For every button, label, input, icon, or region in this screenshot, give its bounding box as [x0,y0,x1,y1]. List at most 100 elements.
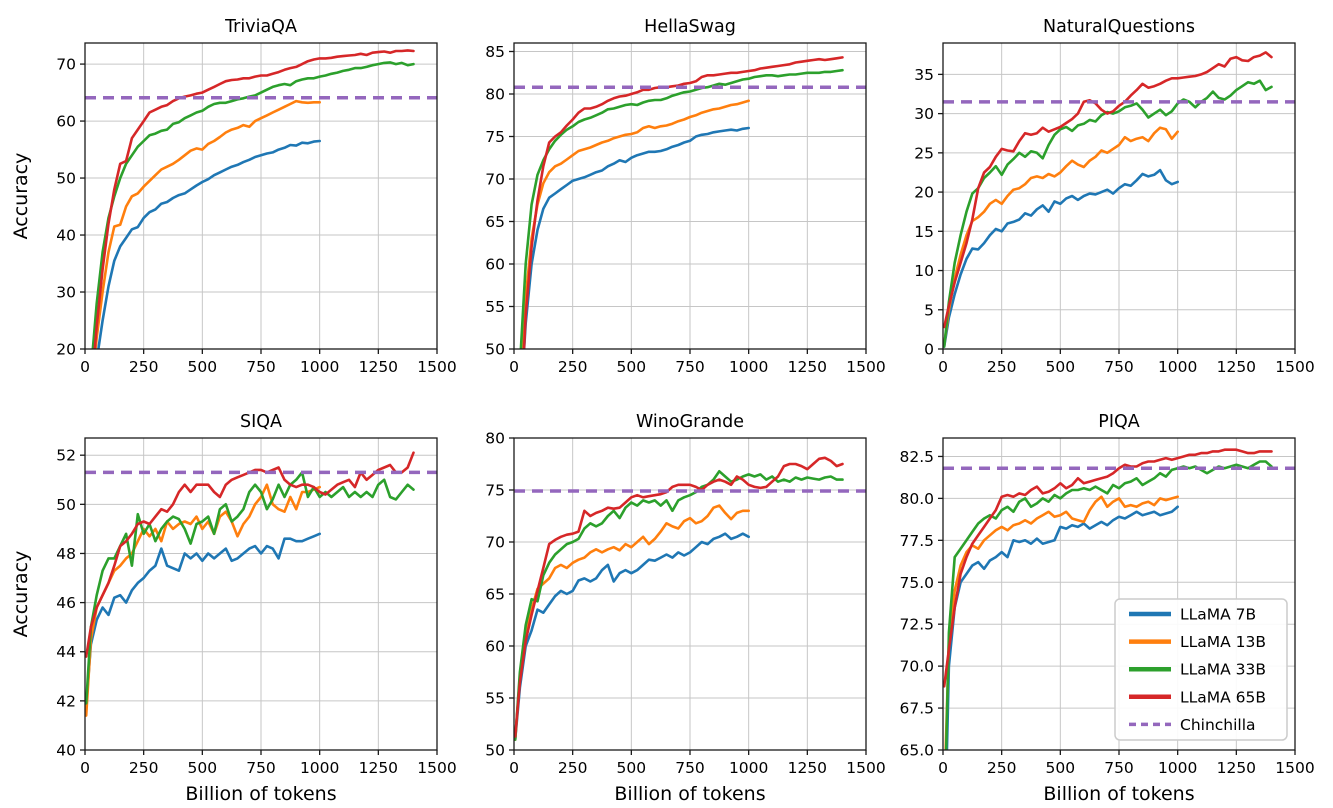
x-tick-label: 1500 [417,358,456,376]
x-tick-label: 1250 [359,358,398,376]
y-tick-label: 60 [56,113,76,131]
y-tick-label: 10 [914,262,934,280]
ticks [938,455,1296,755]
series-line-llama-33b [85,471,415,705]
y-axis-label: Accuracy [10,153,32,240]
y-tick-label: 20 [56,341,76,359]
series-line-llama-7b [945,505,1179,750]
x-tick-label: 500 [617,759,647,777]
panel-title: WinoGrande [636,412,744,432]
x-tick-label: 0 [80,358,90,376]
x-tick-label: 1250 [788,759,827,777]
ticks [80,454,438,755]
series-line-llama-33b [514,470,844,741]
y-tick-label: 40 [56,742,76,760]
x-tick-label: 500 [1046,358,1076,376]
legend-label-llama-13b: LLaMA 13B [1180,633,1266,651]
grid [84,438,438,751]
x-tick-label: 1250 [1217,759,1256,777]
series-line-llama-33b [943,79,1273,348]
y-tick-label: 72.5 [899,616,934,634]
y-tick-label: 67.5 [899,700,934,718]
panel-title: NaturalQuestions [1043,17,1195,37]
grid [942,43,1296,350]
series-line-llama-65b [93,49,415,349]
series-line-llama-13b [944,495,1179,750]
ticks [509,50,867,354]
x-tick-label: 500 [188,759,218,777]
x-tick-label: 250 [129,358,159,376]
series-line-llama-7b [85,532,321,708]
x-axis-label: Billion of tokens [1043,783,1194,805]
series-line-llama-7b [522,126,750,349]
x-tick-label: 1000 [300,358,339,376]
x-tick-label: 250 [558,358,588,376]
y-tick-label: 50 [485,742,505,760]
panel-hellaswag: 0 250 500 750 1000 1250 1500 50 55 60 65 70 75 80 85 He… [485,17,885,376]
series-line-llama-65b [85,451,415,658]
ticks [938,73,1296,354]
legend-frame [1114,598,1288,741]
y-tick-label: 55 [485,690,505,708]
x-tick-label: 1000 [1158,759,1197,777]
x-tick-label: 750 [675,759,705,777]
series-line-llama-65b [943,448,1273,688]
panel-title: HellaSwag [644,17,736,37]
y-tick-label: 75.0 [899,574,934,592]
series-line-llama-7b [514,532,750,741]
x-tick-label: 1000 [729,358,768,376]
y-tick-label: 44 [56,643,76,661]
x-tick-label: 1500 [1275,759,1314,777]
x-tick-label: 1250 [1217,358,1256,376]
series-line-llama-13b [85,483,321,717]
series-line-llama-65b [943,51,1273,329]
ticks [509,437,867,755]
y-tick-label: 80 [485,430,505,448]
series-line-llama-13b [94,99,321,349]
y-tick-label: 42 [56,692,76,710]
legend-label-llama-7b: LLaMA 7B [1180,606,1256,624]
y-tick-label: 55 [485,298,505,316]
x-tick-label: 750 [1104,358,1134,376]
x-tick-label: 0 [80,759,90,777]
x-tick-label: 0 [509,358,519,376]
y-tick-label: 60 [485,638,505,656]
y-tick-label: 80 [485,86,505,104]
x-tick-label: 1000 [300,759,339,777]
x-tick-label: 250 [558,759,588,777]
x-tick-label: 500 [1046,759,1076,777]
panel-winogrande: 0 250 500 750 1000 1250 1500 50 55 60 65 70 75 80 Wino… [485,412,885,805]
panel-title: TriviaQA [224,17,297,37]
x-tick-label: 250 [987,759,1017,777]
x-tick-label: 1000 [729,759,768,777]
panel-triviaqa: 0 250 500 750 1000 1250 1500 20 30 40 50 60 70 Trivia… [10,17,457,376]
y-tick-label: 75 [485,128,505,146]
x-tick-label: 750 [246,759,276,777]
y-tick-label: 20 [914,184,934,202]
legend-label-llama-65b: LLaMA 65B [1180,688,1266,706]
series-line-llama-13b [514,504,750,741]
y-tick-label: 25 [914,144,934,162]
y-tick-label: 70 [485,171,505,189]
y-tick-label: 50 [56,496,76,514]
x-tick-label: 500 [617,358,647,376]
y-tick-label: 52 [56,447,76,465]
x-tick-label: 1500 [846,759,885,777]
x-tick-label: 1500 [846,358,885,376]
series-line-llama-13b [943,126,1179,347]
y-tick-label: 30 [56,284,76,302]
y-tick-label: 65.0 [899,742,934,760]
x-axis-label: Billion of tokens [185,783,336,805]
ticks [80,63,438,354]
y-tick-label: 0 [924,341,934,359]
y-tick-label: 30 [914,105,934,123]
y-tick-label: 65 [485,213,505,231]
x-tick-label: 0 [509,759,519,777]
y-tick-label: 80.0 [899,490,934,508]
x-tick-label: 0 [938,358,948,376]
x-tick-label: 1250 [788,358,827,376]
y-tick-label: 50 [56,170,76,188]
x-tick-label: 750 [246,358,276,376]
